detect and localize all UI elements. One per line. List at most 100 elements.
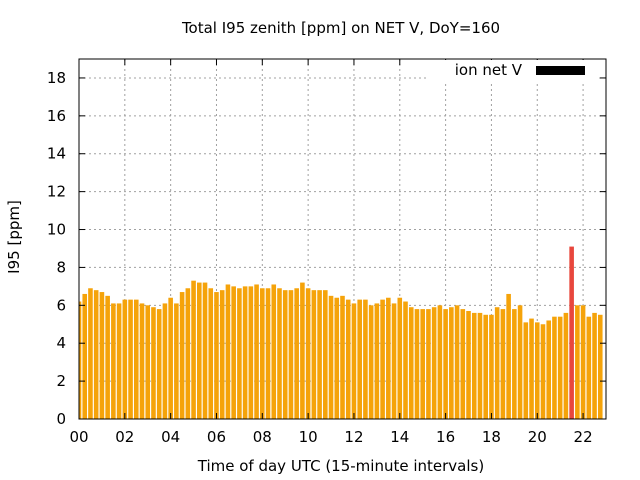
legend-background [426, 60, 598, 82]
y-tick-label: 14 [47, 145, 66, 163]
data-bar [116, 303, 122, 419]
data-bar [368, 305, 374, 419]
bars [79, 246, 603, 419]
data-bar [414, 309, 420, 419]
data-bar [460, 309, 466, 419]
data-bar [271, 284, 277, 419]
data-bar [334, 297, 340, 419]
data-bar [311, 290, 317, 419]
data-bar [380, 299, 385, 419]
data-bar [185, 288, 191, 419]
data-bar [431, 307, 437, 419]
y-tick-label: 0 [56, 410, 66, 428]
data-bar [443, 309, 448, 419]
data-bar [93, 290, 99, 419]
data-bar [586, 316, 592, 419]
data-bar [534, 322, 540, 419]
data-bar [82, 293, 88, 419]
data-bar [351, 303, 357, 419]
x-tick-label: 16 [436, 428, 455, 446]
data-bar [156, 309, 162, 419]
y-tick-label: 4 [56, 334, 66, 352]
data-bar [219, 290, 225, 419]
data-bar [225, 284, 231, 419]
data-bar [214, 292, 219, 419]
x-tick-label: 20 [528, 428, 547, 446]
x-tick-label: 02 [115, 428, 134, 446]
data-bar [449, 307, 454, 419]
data-bar [294, 288, 299, 419]
x-tick-label: 00 [69, 428, 88, 446]
data-bar [397, 297, 403, 419]
data-bar [575, 305, 580, 419]
legend-label: ion net V [455, 61, 523, 79]
data-bar [512, 309, 517, 419]
data-bar [179, 292, 185, 419]
data-bar [552, 316, 557, 419]
x-tick-label: 12 [344, 428, 363, 446]
data-bar [191, 280, 196, 419]
data-bar [403, 301, 408, 419]
data-bar [168, 297, 173, 419]
data-bar [506, 293, 511, 419]
data-bar [563, 312, 569, 419]
data-bar [277, 288, 282, 419]
data-bar [242, 286, 248, 419]
data-bar [99, 292, 105, 419]
legend-swatch [536, 66, 585, 75]
y-tick-label: 10 [47, 221, 66, 239]
data-bar [208, 288, 214, 419]
x-axis-label: Time of day UTC (15-minute intervals) [197, 457, 484, 475]
data-bar [546, 320, 552, 419]
data-bar [139, 303, 145, 419]
y-tick-label: 12 [47, 183, 66, 201]
data-bar [88, 288, 93, 419]
data-bar [133, 299, 139, 419]
data-bar [540, 324, 546, 419]
y-tick-label: 8 [56, 258, 66, 276]
x-tick-label: 22 [574, 428, 593, 446]
data-bar [340, 295, 345, 419]
data-bar [248, 286, 254, 419]
y-tick-label: 16 [47, 107, 66, 125]
data-bar [523, 322, 529, 419]
data-bar [288, 290, 294, 419]
data-bar [231, 286, 236, 419]
data-bar [128, 299, 133, 419]
x-tick-label: 10 [299, 428, 318, 446]
data-bar [477, 312, 483, 419]
data-bar [391, 303, 397, 419]
data-bar [237, 288, 242, 419]
data-bar [580, 305, 586, 419]
data-bar [282, 290, 288, 419]
data-bar [529, 318, 534, 419]
y-tick-label: 6 [56, 296, 66, 314]
x-tick-label: 14 [390, 428, 409, 446]
data-bar [408, 307, 414, 419]
data-bar [202, 282, 208, 419]
data-bar [162, 303, 168, 419]
data-bar [557, 316, 563, 419]
data-bar [494, 307, 500, 419]
data-bar [374, 303, 380, 419]
data-bar [145, 305, 151, 419]
data-bar [489, 314, 494, 419]
x-tick-label: 06 [207, 428, 226, 446]
data-bar [597, 314, 603, 419]
data-bar [454, 305, 460, 419]
data-bar [79, 301, 82, 419]
data-bar [317, 290, 322, 419]
data-bar [122, 299, 128, 419]
data-bar [328, 295, 334, 419]
x-tick-label: 18 [482, 428, 501, 446]
data-bar [592, 312, 597, 419]
y-tick-label: 2 [56, 372, 66, 390]
data-bar [265, 288, 271, 419]
data-bar [483, 314, 488, 419]
data-bar [426, 309, 431, 419]
data-bar [105, 295, 110, 419]
data-bar [569, 246, 574, 419]
data-bar [305, 288, 311, 419]
